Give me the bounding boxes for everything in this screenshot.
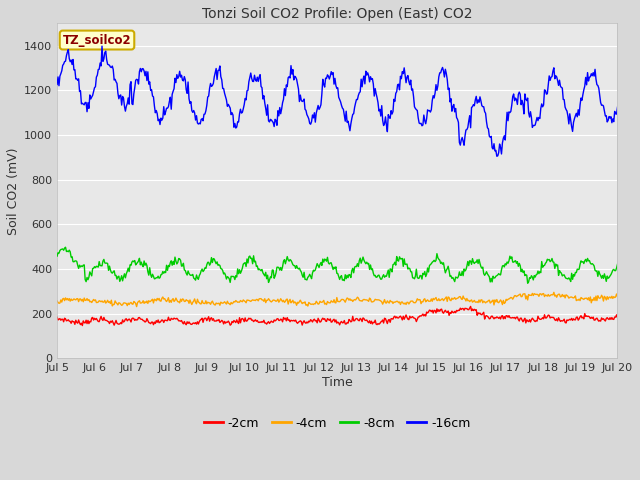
Title: Tonzi Soil CO2 Profile: Open (East) CO2: Tonzi Soil CO2 Profile: Open (East) CO2 — [202, 7, 472, 21]
X-axis label: Time: Time — [322, 376, 353, 389]
Text: TZ_soilco2: TZ_soilco2 — [63, 34, 131, 47]
Y-axis label: Soil CO2 (mV): Soil CO2 (mV) — [7, 147, 20, 235]
Legend: -2cm, -4cm, -8cm, -16cm: -2cm, -4cm, -8cm, -16cm — [199, 412, 476, 434]
